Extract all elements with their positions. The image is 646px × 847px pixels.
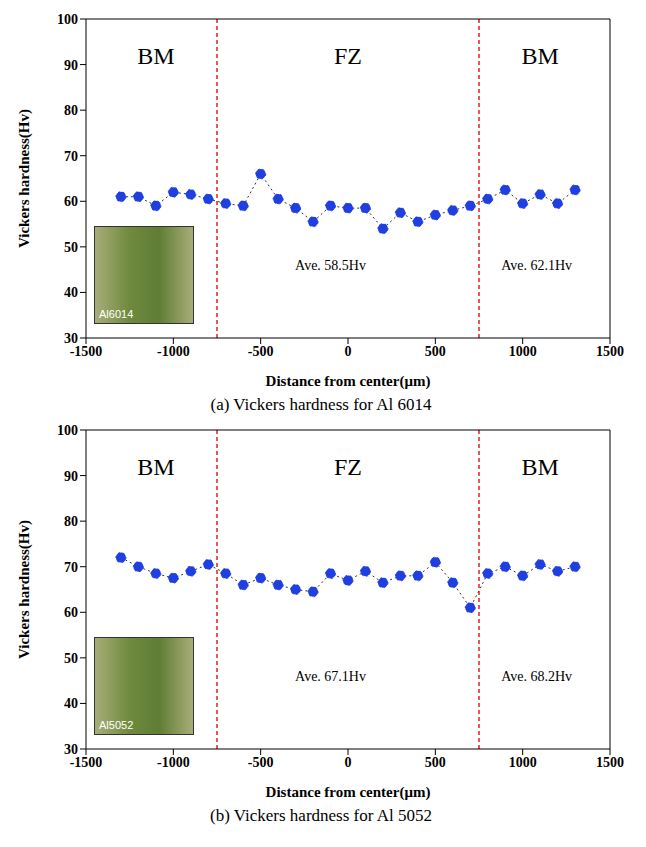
svg-text:70: 70 [64,560,78,575]
svg-text:100: 100 [57,423,78,438]
svg-text:Distance from center(μm): Distance from center(μm) [266,784,431,801]
svg-text:Ave. 68.2Hv: Ave. 68.2Hv [501,669,572,684]
svg-text:-1500: -1500 [70,755,103,770]
svg-text:50: 50 [64,240,78,255]
svg-text:BM: BM [521,454,558,480]
svg-text:0: 0 [345,344,352,359]
svg-text:1500: 1500 [596,344,624,359]
svg-text:0: 0 [345,755,352,770]
svg-text:Ave. 62.1Hv: Ave. 62.1Hv [501,258,572,273]
svg-text:80: 80 [64,514,78,529]
svg-text:Ave. 58.5Hv: Ave. 58.5Hv [295,258,366,273]
svg-text:1000: 1000 [509,344,537,359]
svg-text:Distance from center(μm): Distance from center(μm) [266,373,431,390]
html-text:Al6014: Al6014 [99,308,134,320]
svg-text:BM: BM [137,454,174,480]
svg-text:500: 500 [425,344,446,359]
svg-text:40: 40 [64,696,78,711]
svg-text:30: 30 [64,742,78,757]
svg-text:70: 70 [64,149,78,164]
svg-text:1000: 1000 [509,755,537,770]
svg-text:1500: 1500 [596,755,624,770]
html-text:Al5052: Al5052 [99,719,134,731]
svg-text:40: 40 [64,285,78,300]
svg-text:Ave. 67.1Hv: Ave. 67.1Hv [295,669,366,684]
svg-text:-500: -500 [248,344,274,359]
svg-text:Vickers hardness(Hv): Vickers hardness(Hv) [16,520,33,659]
svg-text:60: 60 [64,194,78,209]
svg-text:80: 80 [64,103,78,118]
svg-text:Vickers hardness(Hv): Vickers hardness(Hv) [16,109,33,248]
svg-text:-1000: -1000 [157,755,190,770]
svg-text:90: 90 [64,469,78,484]
svg-text:30: 30 [64,331,78,346]
svg-text:BM: BM [521,43,558,69]
html-text:(a) Vickers hardness for Al 60: (a) Vickers hardness for Al 6014 [210,395,432,414]
html-text:(b) Vickers hardness for Al 50: (b) Vickers hardness for Al 5052 [210,806,432,825]
svg-text:90: 90 [64,58,78,73]
svg-text:500: 500 [425,755,446,770]
svg-text:FZ: FZ [334,454,362,480]
svg-text:-500: -500 [248,755,274,770]
svg-text:BM: BM [137,43,174,69]
svg-text:60: 60 [64,605,78,620]
svg-text:FZ: FZ [334,43,362,69]
svg-text:100: 100 [57,12,78,27]
svg-text:-1500: -1500 [70,344,103,359]
svg-text:-1000: -1000 [157,344,190,359]
svg-text:50: 50 [64,651,78,666]
